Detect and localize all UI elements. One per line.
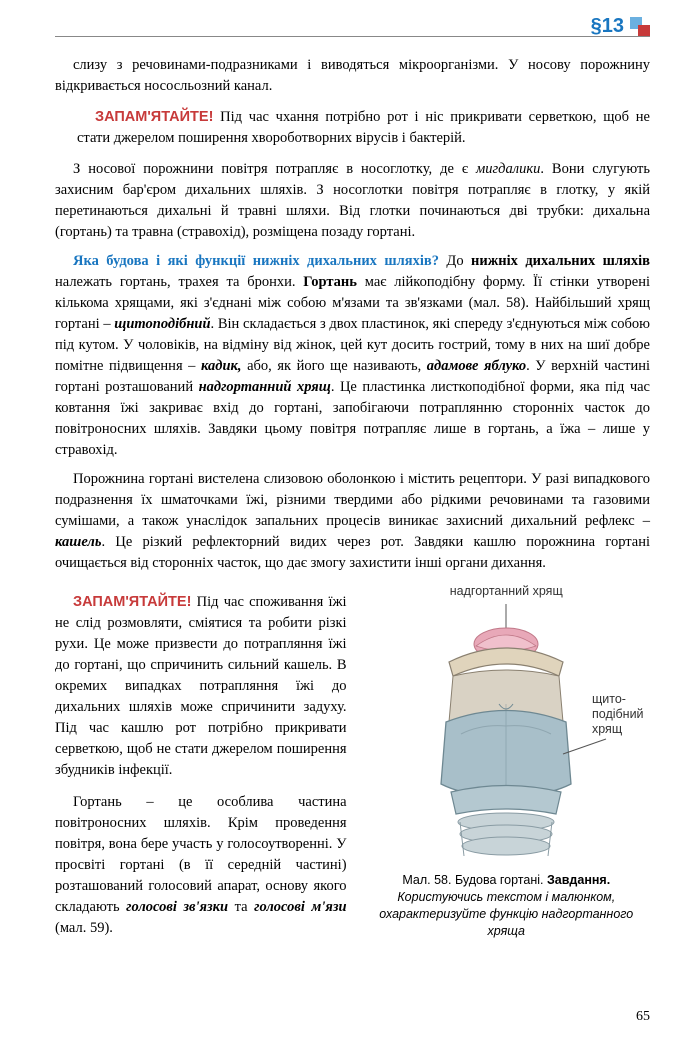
remember-note-2: ЗАПАМ'ЯТАЙТЕ! Під час споживання їжі не … bbox=[55, 592, 347, 781]
remember-note-1: ЗАПАМ'ЯТАЙТЕ! Під час чхання потрібно ро… bbox=[77, 107, 650, 149]
intro-para: слизу з речовинами-подразниками і виводя… bbox=[55, 55, 650, 97]
header-rule bbox=[55, 36, 650, 37]
larynx-figure: надгортанний хрящ bbox=[363, 582, 650, 940]
para-2: З носової порожнини повітря потрапляє в … bbox=[55, 159, 650, 243]
para-3: Яка будова і які функції нижніх дихальни… bbox=[55, 251, 650, 461]
remember-label: ЗАПАМ'ЯТАЙТЕ! bbox=[95, 109, 213, 125]
corner-logo bbox=[630, 17, 650, 37]
remember-label-2: ЗАПАМ'ЯТАЙТЕ! bbox=[73, 594, 191, 610]
page-number: 65 bbox=[636, 1007, 650, 1027]
larynx-svg bbox=[391, 604, 621, 864]
figure-label-side: щито-подібний хрящ bbox=[592, 692, 652, 737]
figure-label-top: надгортанний хрящ bbox=[363, 582, 650, 600]
para-5: Гортань – це особлива частина повітронос… bbox=[55, 792, 347, 939]
figure-caption: Мал. 58. Будова гортані. Завдання. Корис… bbox=[363, 872, 650, 940]
para-4: Порожнина гортані вистелена слизовою обо… bbox=[55, 469, 650, 574]
question-heading: Яка будова і які функції нижніх дихальни… bbox=[73, 253, 446, 269]
